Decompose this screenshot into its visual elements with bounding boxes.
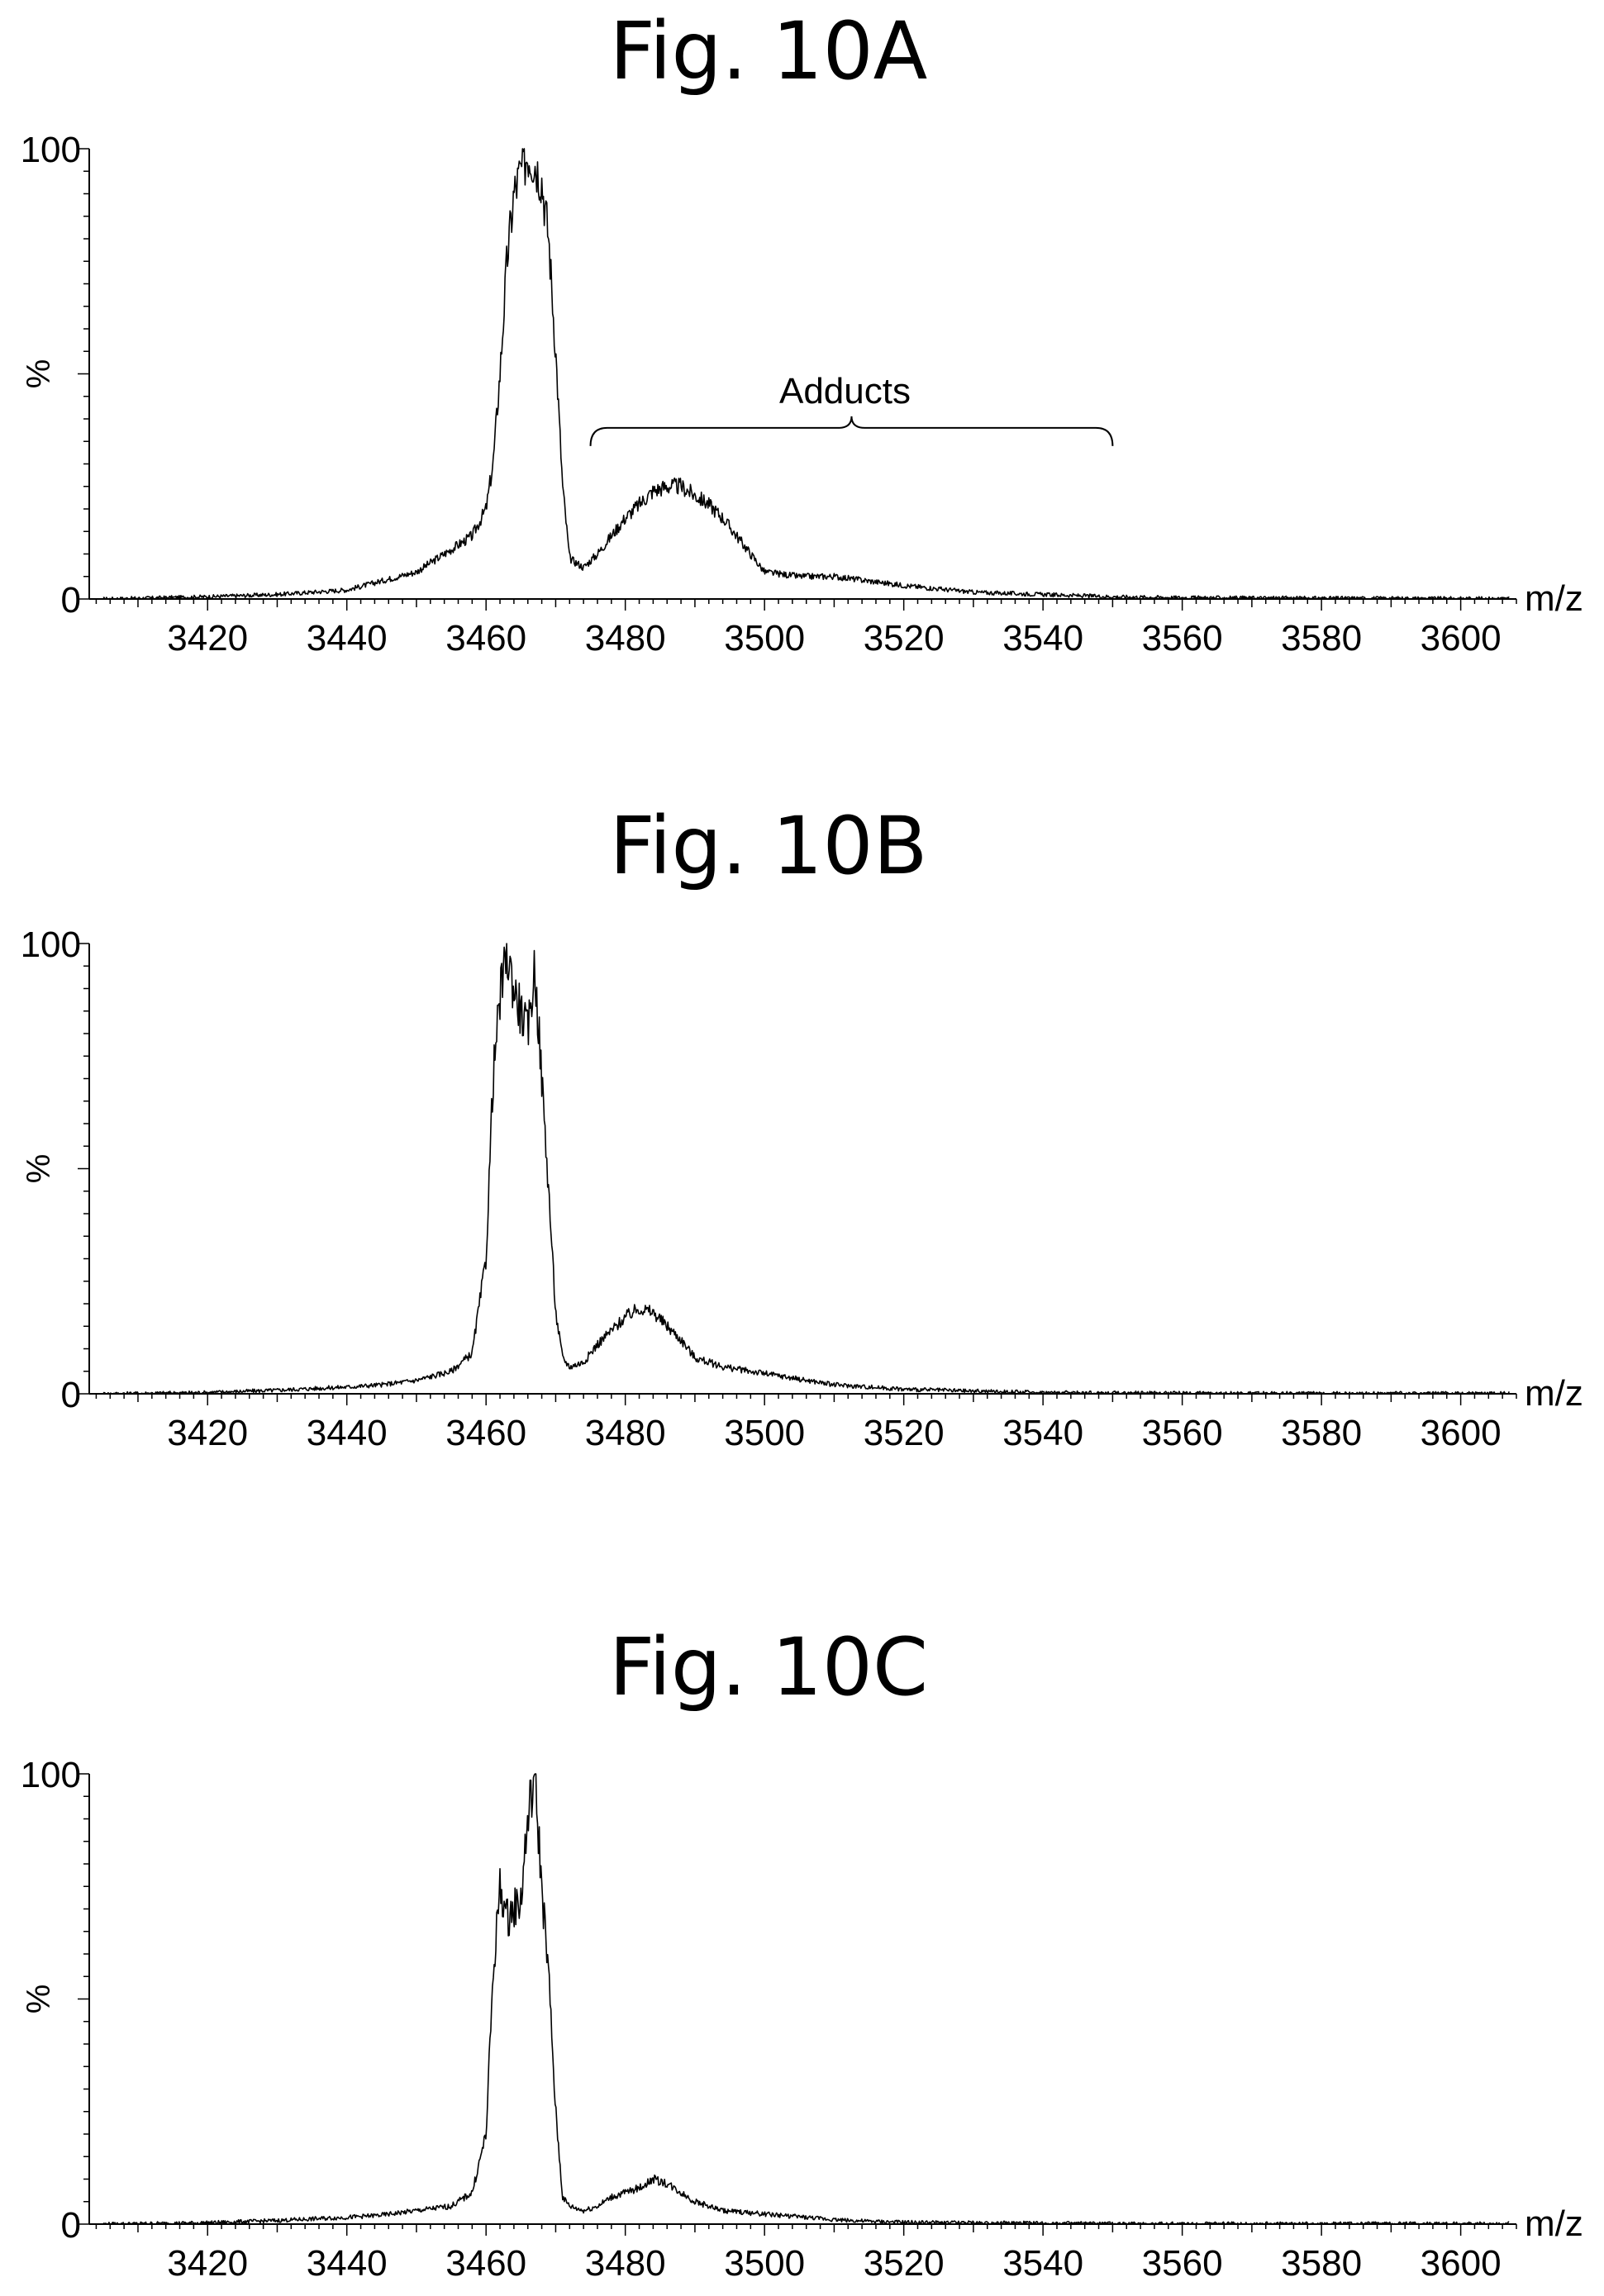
x-axis-label: m/z bbox=[1525, 2203, 1583, 2244]
series-line bbox=[102, 943, 1510, 1395]
x-tick-label: 3500 bbox=[724, 2243, 805, 2284]
x-tick-label: 3460 bbox=[445, 618, 526, 658]
x-tick-label: 3540 bbox=[1002, 2243, 1083, 2284]
series-line bbox=[102, 1773, 1510, 2225]
chart-title: Fig. 10B bbox=[609, 800, 928, 892]
x-tick-label: 3500 bbox=[724, 1413, 805, 1453]
x-tick-label: 3520 bbox=[864, 618, 945, 658]
x-tick-label: 3440 bbox=[307, 618, 388, 658]
x-tick-label: 3420 bbox=[167, 618, 248, 658]
x-tick-label: 3460 bbox=[445, 1413, 526, 1453]
chart-panel-a: Fig. 10A 3420 3440 3460 3480 3500 3520 3540 356… bbox=[0, 0, 1604, 711]
x-tick-label: 3580 bbox=[1281, 2243, 1362, 2284]
y-axis-label: % bbox=[21, 1154, 57, 1184]
x-tick-label: 3440 bbox=[307, 1413, 388, 1453]
x-tick-label: 3500 bbox=[724, 618, 805, 658]
y-tick-label: 100 bbox=[21, 1755, 81, 1795]
x-tick-label: 3420 bbox=[167, 1413, 248, 1453]
chart-plot: 3420 3440 3460 3480 3500 3520 3540 3560 3580 3600… bbox=[21, 1755, 1583, 2284]
x-tick-label: 3520 bbox=[864, 1413, 945, 1453]
series-line bbox=[102, 148, 1510, 600]
x-tick-label: 3420 bbox=[167, 2243, 248, 2284]
x-tick-label: 3580 bbox=[1281, 618, 1362, 658]
chart-plot: 3420 3440 3460 3480 3500 3520 3540 3560 3580 3600… bbox=[21, 130, 1583, 658]
y-axis-label: % bbox=[21, 1985, 57, 2014]
x-axis-label: m/z bbox=[1525, 1373, 1583, 1414]
adducts-bracket bbox=[589, 416, 1114, 446]
x-tick-label: 3600 bbox=[1421, 2243, 1502, 2284]
y-tick-label: 100 bbox=[21, 130, 81, 170]
x-tick-label: 3480 bbox=[585, 618, 666, 658]
x-tick-label: 3540 bbox=[1002, 1413, 1083, 1453]
x-tick-label: 3560 bbox=[1142, 1413, 1223, 1453]
x-tick-label: 3440 bbox=[307, 2243, 388, 2284]
x-tick-label: 3460 bbox=[445, 2243, 526, 2284]
y-tick-label: 100 bbox=[21, 925, 81, 965]
x-tick-label: 3580 bbox=[1281, 1413, 1362, 1453]
x-tick-label: 3480 bbox=[585, 1413, 666, 1453]
chart-title: Fig. 10C bbox=[608, 1621, 929, 1714]
x-tick-label: 3600 bbox=[1421, 1413, 1502, 1453]
y-tick-label: 0 bbox=[61, 580, 81, 620]
chart-panel-c: Fig. 10C 3420 3440 3460 3480 3500 3520 3540 356… bbox=[0, 1621, 1604, 2296]
x-tick-label: 3560 bbox=[1142, 2243, 1223, 2284]
adducts-label: Adducts bbox=[779, 371, 911, 411]
y-tick-label: 0 bbox=[61, 1375, 81, 1415]
x-tick-label: 3540 bbox=[1002, 618, 1083, 658]
x-tick-label: 3560 bbox=[1142, 618, 1223, 658]
chart-plot: 3420 3440 3460 3480 3500 3520 3540 3560 3580 3600… bbox=[21, 925, 1583, 1453]
x-axis-label: m/z bbox=[1525, 578, 1583, 619]
y-tick-label: 0 bbox=[61, 2205, 81, 2246]
chart-title: Fig. 10A bbox=[609, 5, 928, 97]
x-tick-label: 3600 bbox=[1421, 618, 1502, 658]
x-tick-label: 3480 bbox=[585, 2243, 666, 2284]
y-axis-label: % bbox=[21, 359, 57, 389]
x-tick-label: 3520 bbox=[864, 2243, 945, 2284]
chart-panel-b: Fig. 10B 3420 3440 3460 3480 3500 3520 3540 356… bbox=[0, 795, 1604, 1505]
